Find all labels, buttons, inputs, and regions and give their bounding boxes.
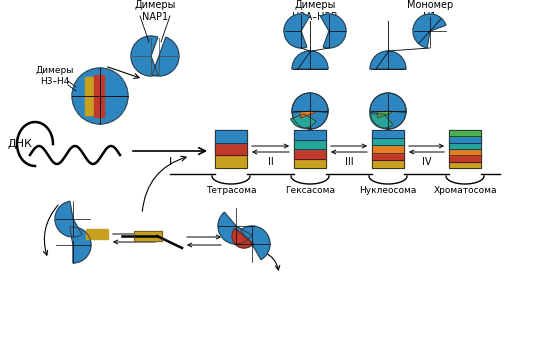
Wedge shape	[300, 99, 326, 118]
Bar	[215, 155, 247, 168]
Bar	[372, 130, 404, 138]
Bar	[85, 77, 94, 115]
Bar	[449, 149, 481, 155]
Bar	[372, 138, 404, 145]
Bar	[372, 145, 404, 153]
Bar	[294, 130, 326, 168]
Text: Хроматосома: Хроматосома	[433, 186, 497, 195]
Wedge shape	[370, 93, 406, 113]
Wedge shape	[370, 114, 393, 128]
Bar	[449, 155, 481, 162]
Bar	[372, 153, 404, 160]
Bar	[134, 231, 162, 241]
Wedge shape	[70, 227, 91, 263]
Text: IV: IV	[422, 157, 431, 167]
Text: Мономер
H1: Мономер H1	[407, 0, 453, 22]
Bar	[134, 231, 162, 241]
Wedge shape	[320, 14, 346, 48]
Wedge shape	[370, 108, 406, 129]
Wedge shape	[292, 93, 328, 113]
Wedge shape	[131, 36, 158, 76]
Bar	[86, 229, 108, 239]
Wedge shape	[413, 14, 446, 48]
Wedge shape	[370, 51, 406, 69]
Text: I: I	[168, 157, 172, 167]
Bar	[372, 160, 404, 168]
Wedge shape	[292, 51, 328, 69]
Bar	[449, 143, 481, 149]
Text: Нуклеосома: Нуклеосома	[359, 186, 417, 195]
Bar	[294, 139, 326, 149]
Wedge shape	[72, 68, 100, 124]
Bar	[449, 162, 481, 168]
Wedge shape	[241, 226, 270, 260]
Wedge shape	[100, 68, 128, 124]
Text: Димеры
Н3–Н4: Димеры Н3–Н4	[36, 66, 74, 86]
Bar	[94, 75, 105, 117]
Wedge shape	[152, 37, 179, 76]
Text: Гексасома: Гексасома	[285, 186, 335, 195]
Text: Димеры
NAP1: Димеры NAP1	[134, 0, 175, 22]
Bar	[215, 143, 247, 155]
Bar	[449, 136, 481, 143]
Bar	[294, 159, 326, 168]
Wedge shape	[291, 114, 316, 128]
Wedge shape	[284, 14, 310, 48]
Bar	[449, 130, 481, 168]
Wedge shape	[377, 99, 402, 118]
Wedge shape	[232, 228, 253, 248]
Wedge shape	[292, 108, 328, 129]
Bar	[215, 130, 247, 168]
Bar	[215, 130, 247, 143]
Wedge shape	[218, 212, 252, 244]
Text: Тетрасома: Тетрасома	[206, 186, 256, 195]
Bar	[294, 130, 326, 139]
Text: ДНК: ДНК	[8, 139, 33, 149]
Text: III: III	[345, 157, 353, 167]
Wedge shape	[55, 201, 82, 237]
Text: II: II	[267, 157, 273, 167]
Text: Димеры
H2A–H2B: Димеры H2A–H2B	[292, 0, 338, 22]
Bar	[372, 130, 404, 168]
Bar	[294, 149, 326, 159]
Bar	[449, 130, 481, 136]
